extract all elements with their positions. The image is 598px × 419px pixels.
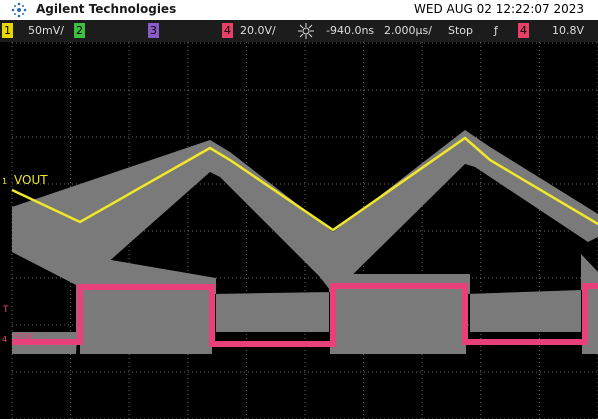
- channel-number: 1: [2, 23, 13, 38]
- vout-trace: [11, 136, 598, 232]
- trigger-marker: T: [2, 305, 9, 315]
- trace-label: VOUT: [14, 173, 48, 187]
- timebase: 2.000µs/: [384, 24, 432, 37]
- trace-channel: 4: [2, 335, 7, 344]
- trace-label: SW: [14, 331, 34, 345]
- trigger-delay: -940.0ns: [326, 24, 375, 37]
- trace-channel: 1: [2, 177, 7, 186]
- logo: [11, 2, 27, 18]
- channel-number: 3: [148, 23, 159, 38]
- channel-scale: 20.0V/: [240, 24, 276, 37]
- waveform-display: VOUT 1 SW 4 T: [2, 42, 598, 419]
- datetime: WED AUG 02 12:22:07 2023: [414, 2, 584, 16]
- trigger-level: 10.8V: [552, 24, 585, 37]
- channel-number: 4: [222, 23, 233, 38]
- run-state: Stop: [448, 24, 474, 37]
- status-bar: 1 50mV/ 2 3 4 20.0V/ -940.0ns 2.000µs/ S…: [0, 20, 598, 42]
- header: Agilent Technologies WED AUG 02 12:22:07…: [0, 0, 598, 20]
- sw-envelope: [12, 254, 598, 354]
- sw-trace: [12, 283, 598, 347]
- channel-scale: 50mV/: [28, 24, 64, 37]
- trigger-source: 4: [518, 23, 529, 38]
- channel-number: 2: [74, 23, 85, 38]
- trigger-icon: [298, 23, 314, 39]
- edge-icon: ƒ: [494, 24, 498, 37]
- brand: Agilent Technologies: [36, 2, 177, 16]
